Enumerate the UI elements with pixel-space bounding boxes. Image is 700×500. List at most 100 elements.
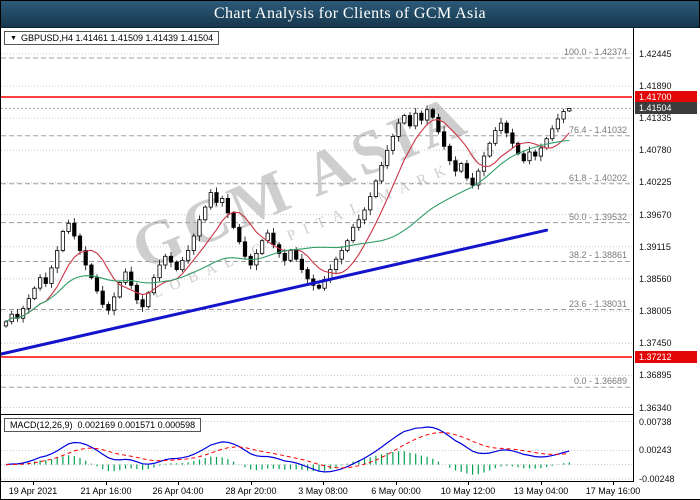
time-axis-tick [106, 482, 107, 485]
price-plot[interactable]: GCM ASIA GLOBAL CAPITAL MARKETS ▼ GBPUSD… [1, 28, 632, 414]
candle-body [146, 292, 151, 308]
candle-body [220, 197, 225, 203]
candle-body [504, 122, 509, 134]
candle-body [470, 177, 475, 186]
time-axis-tick [468, 482, 469, 485]
indicator-values: 0.002169 0.001571 0.000598 [77, 420, 196, 430]
candle-body [100, 290, 105, 305]
candle-body [550, 128, 555, 140]
indicator-timeaxis-divider [1, 481, 699, 482]
price-axis-label: 1.36895 [639, 370, 672, 380]
candle-body [521, 153, 526, 162]
symbol-info[interactable]: ▼ GBPUSD,H4 1.41461 1.41509 1.41439 1.41… [4, 31, 220, 45]
price-axis[interactable]: 1.42445 1.41890 1.41335 1.40780 1.40225 1.396… [633, 28, 700, 499]
candle-body [487, 142, 492, 157]
candle-body [180, 259, 185, 271]
candle-body [106, 303, 111, 311]
price-gridlines [1, 53, 632, 408]
fibonacci-lines[interactable] [1, 57, 632, 388]
price-axis-label: 1.42445 [639, 49, 672, 59]
symbol-ohlc-label: GBPUSD,H4 1.41461 1.41509 1.41439 1.4150… [20, 33, 214, 43]
window-title: Chart Analysis for Clients of GCM Asia [213, 5, 487, 22]
candle-body [60, 230, 66, 251]
price-axis-label: 1.37450 [639, 338, 672, 348]
candle-body [379, 164, 384, 182]
macd-histogram [11, 451, 570, 475]
price-tag-support[interactable]: 1.37212 [635, 351, 697, 363]
candle-body [567, 108, 572, 112]
candle-body [248, 255, 253, 266]
candle-body [305, 269, 310, 280]
time-axis-label: 26 Apr 04:00 [152, 486, 204, 496]
macd-axis-label: -0.00248 [639, 474, 675, 484]
candle-body [396, 122, 401, 137]
price-axis-label: 1.41335 [639, 113, 672, 123]
candle-body [350, 226, 356, 242]
candle-body [555, 118, 561, 130]
candle-body [72, 222, 77, 237]
moving-average-30 [5, 139, 570, 323]
candle-body [447, 145, 452, 162]
candle-body [157, 264, 162, 279]
macd-line [5, 426, 570, 473]
macd-axis-label: 0.00738 [639, 417, 672, 427]
price-tag-current: 1.41504 [635, 102, 697, 114]
trendline[interactable] [1, 228, 549, 356]
candle-body [83, 250, 88, 266]
price-axis-label: 1.36340 [639, 403, 672, 413]
candlestick-chart[interactable] [1, 28, 632, 414]
candle-body [282, 252, 287, 261]
chevron-down-icon[interactable]: ▼ [10, 34, 17, 42]
chart-indicator-divider[interactable] [1, 414, 699, 415]
candle-body [294, 250, 299, 260]
time-axis-tick [323, 482, 324, 485]
candle-body [55, 250, 60, 269]
time-axis-label: 28 Apr 20:00 [225, 486, 277, 496]
candle-body [112, 296, 117, 311]
candle-body [214, 192, 219, 203]
candle-body [498, 122, 504, 131]
price-axis-label: 1.38005 [639, 306, 672, 316]
candle-body [368, 196, 373, 211]
candle-body [533, 151, 538, 157]
candle-body [453, 160, 458, 172]
time-axis-tick [251, 482, 252, 485]
candle-body [481, 155, 487, 172]
candle-body [413, 112, 418, 127]
candle-body [237, 226, 242, 243]
time-axis-tick [33, 482, 34, 485]
price-axis-label: 1.39670 [639, 210, 672, 220]
candle-body [129, 271, 134, 286]
candle-body [20, 307, 26, 319]
candle-body [271, 232, 276, 246]
time-axis[interactable]: 19 Apr 2021 21 Apr 16:00 26 Apr 04:00 28 Ap… [1, 482, 699, 499]
macd-signal-line [5, 432, 570, 469]
price-tag-resistance[interactable]: 1.41700 [635, 91, 697, 103]
candle-body [362, 209, 367, 221]
candle-body [288, 250, 293, 261]
candle-body [333, 258, 339, 270]
indicator-label: MACD(12,26,9) 0.002169 0.001571 0.000598 [4, 418, 202, 432]
candle-body [402, 115, 407, 124]
candle-body [49, 267, 54, 284]
time-axis-label: 6 May 00:00 [371, 486, 421, 496]
candle-body [225, 197, 230, 214]
candle-body [424, 109, 430, 121]
candle-body [476, 170, 481, 186]
candle-body [163, 255, 168, 266]
time-axis-tick [541, 482, 542, 485]
candle-body [231, 212, 236, 228]
price-axis-label: 1.40780 [639, 145, 672, 155]
candle-body [242, 241, 248, 257]
price-axis-label: 1.41890 [639, 81, 672, 91]
candle-body [203, 206, 208, 221]
price-axis-label: 1.40225 [639, 177, 672, 187]
candle-body [538, 147, 544, 157]
candle-body [510, 132, 515, 144]
candle-body [38, 277, 43, 289]
candle-body [197, 219, 202, 237]
candle-body [407, 115, 413, 127]
candle-body [94, 277, 100, 292]
candle-body [66, 222, 71, 232]
